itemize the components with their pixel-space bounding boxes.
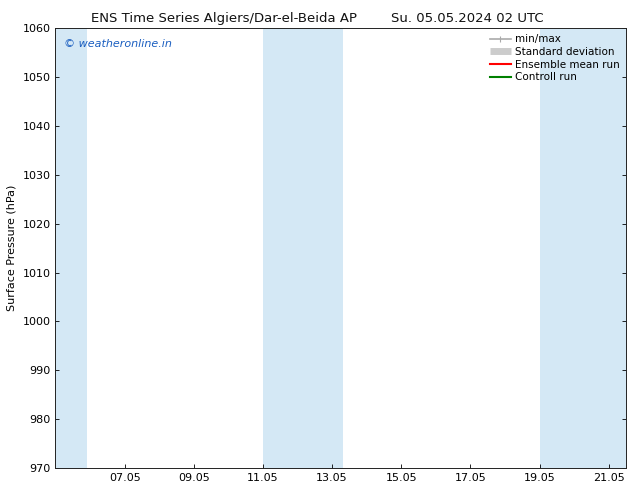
Text: © weatheronline.in: © weatheronline.in <box>64 39 172 49</box>
Y-axis label: Surface Pressure (hPa): Surface Pressure (hPa) <box>7 185 17 311</box>
Bar <box>263 28 342 468</box>
Bar <box>540 28 626 468</box>
Legend: min/max, Standard deviation, Ensemble mean run, Controll run: min/max, Standard deviation, Ensemble me… <box>486 30 624 86</box>
Text: ENS Time Series Algiers/Dar-el-Beida AP        Su. 05.05.2024 02 UTC: ENS Time Series Algiers/Dar-el-Beida AP … <box>91 12 543 25</box>
Bar <box>56 28 87 468</box>
